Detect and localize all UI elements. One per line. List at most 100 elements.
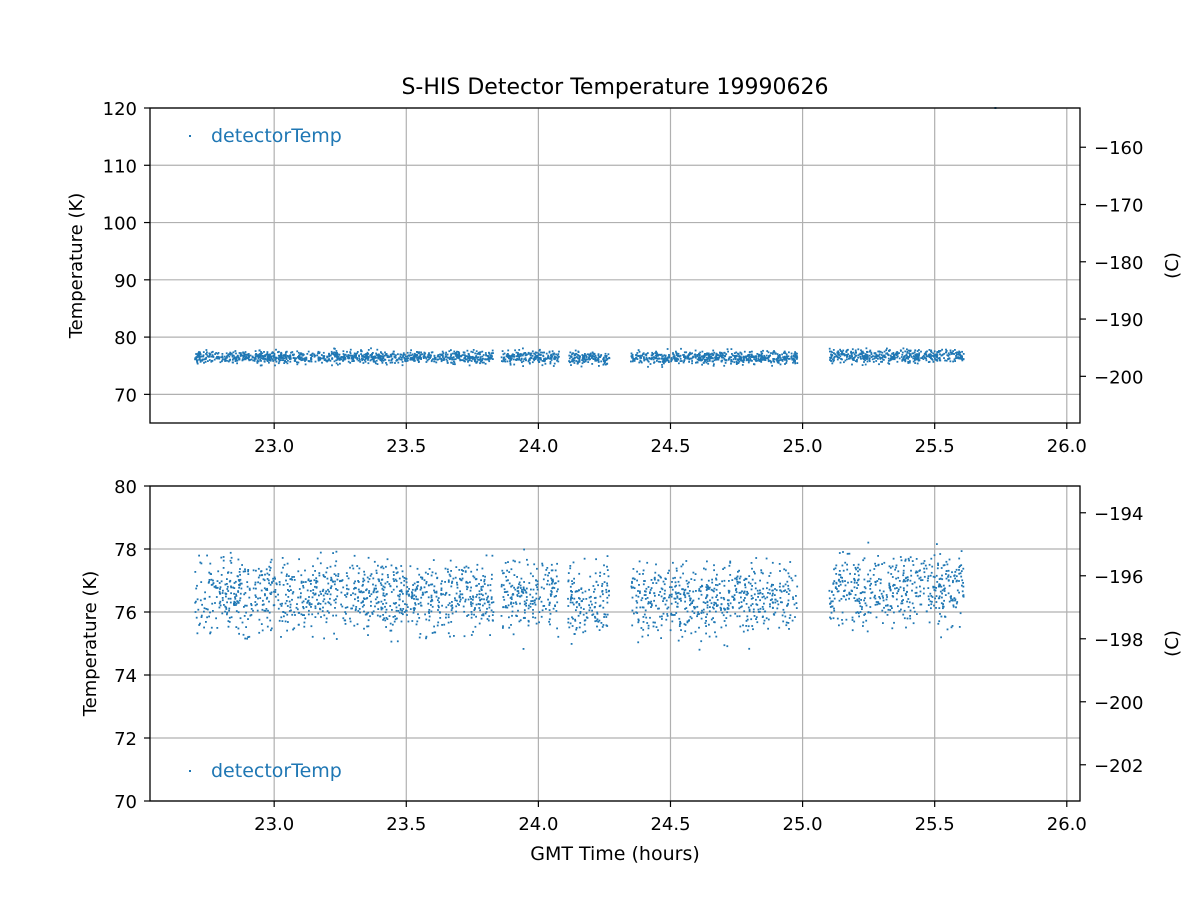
data-point xyxy=(743,590,746,593)
data-point xyxy=(286,562,289,565)
data-point xyxy=(762,622,765,625)
data-point xyxy=(669,586,671,588)
data-point xyxy=(224,610,226,613)
data-point xyxy=(778,359,780,361)
data-point xyxy=(600,360,603,363)
data-point xyxy=(859,352,862,355)
data-point xyxy=(318,359,321,361)
data-point xyxy=(510,624,512,626)
data-point xyxy=(717,354,720,356)
data-point xyxy=(770,352,772,354)
data-point xyxy=(363,356,366,358)
data-point xyxy=(730,362,732,365)
data-point xyxy=(850,581,853,583)
data-point xyxy=(208,615,210,618)
data-point xyxy=(768,575,771,577)
data-point xyxy=(488,352,491,355)
data-point xyxy=(333,573,336,575)
data-point xyxy=(773,351,776,353)
data-point xyxy=(860,350,863,353)
data-point xyxy=(766,350,769,352)
data-point xyxy=(897,590,900,593)
data-point xyxy=(531,603,534,605)
data-point xyxy=(943,357,945,359)
data-point xyxy=(471,598,474,601)
data-point xyxy=(489,634,491,636)
data-point xyxy=(892,353,895,355)
data-point xyxy=(332,552,334,554)
data-point xyxy=(845,350,848,353)
data-point xyxy=(459,358,461,361)
data-point xyxy=(570,364,572,366)
x-tick-label: 23.0 xyxy=(254,436,294,457)
data-point xyxy=(592,585,595,587)
data-point xyxy=(226,588,229,590)
data-point xyxy=(433,625,435,628)
data-point xyxy=(400,612,403,615)
data-point xyxy=(398,590,401,592)
data-point xyxy=(675,567,678,570)
data-point xyxy=(514,358,517,361)
data-point xyxy=(906,355,909,358)
data-point xyxy=(467,355,469,358)
data-point xyxy=(741,360,744,362)
data-point xyxy=(551,587,554,590)
data-point xyxy=(764,597,767,600)
data-point xyxy=(416,358,419,361)
data-point xyxy=(268,611,271,614)
data-point xyxy=(380,358,383,361)
data-point xyxy=(342,350,345,353)
data-point xyxy=(941,348,943,351)
data-point xyxy=(393,353,395,356)
data-point xyxy=(864,357,867,360)
data-point xyxy=(722,614,725,617)
data-point xyxy=(727,602,729,605)
data-point xyxy=(317,602,320,605)
data-point xyxy=(643,359,646,362)
data-point xyxy=(571,597,574,600)
data-point xyxy=(439,611,441,614)
data-point xyxy=(545,608,547,610)
data-point xyxy=(708,354,710,357)
data-point xyxy=(419,601,422,604)
data-point xyxy=(448,573,451,576)
data-point xyxy=(608,594,610,597)
data-point xyxy=(381,587,384,590)
data-point xyxy=(255,353,257,355)
data-point xyxy=(908,601,911,604)
data-point xyxy=(902,574,905,577)
data-point xyxy=(783,611,786,614)
data-point xyxy=(644,590,647,593)
data-point xyxy=(517,586,520,589)
data-point xyxy=(216,580,219,582)
data-point xyxy=(477,353,480,355)
data-point xyxy=(947,352,950,355)
data-point xyxy=(389,605,392,607)
data-point xyxy=(835,354,838,357)
data-point xyxy=(647,360,650,363)
data-point xyxy=(526,558,528,561)
data-point xyxy=(889,359,891,362)
data-point xyxy=(661,615,663,618)
data-point xyxy=(284,353,287,355)
data-point xyxy=(438,601,440,604)
data-point xyxy=(363,570,365,573)
data-point xyxy=(245,355,248,358)
data-point xyxy=(893,358,896,361)
data-point xyxy=(402,575,404,578)
data-point xyxy=(508,355,511,357)
data-point xyxy=(398,357,401,360)
data-point xyxy=(443,623,446,626)
data-point xyxy=(377,578,380,581)
data-point xyxy=(427,596,430,599)
data-point xyxy=(647,601,650,603)
data-point xyxy=(704,622,707,624)
data-point xyxy=(754,355,757,358)
data-point xyxy=(218,582,221,584)
data-point xyxy=(839,355,842,358)
data-point xyxy=(750,604,752,607)
data-point xyxy=(911,602,914,605)
data-point xyxy=(244,351,247,353)
data-point xyxy=(586,617,589,619)
data-point xyxy=(700,593,703,596)
